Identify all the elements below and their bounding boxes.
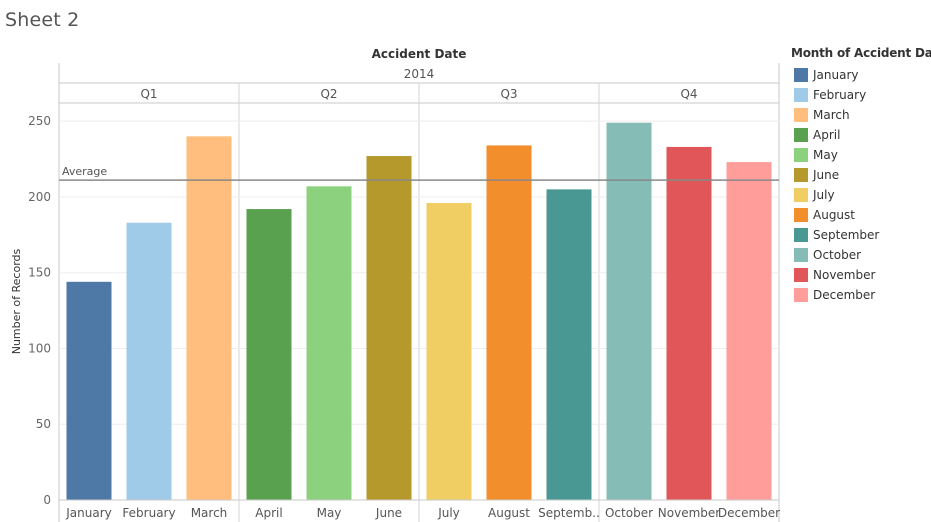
y-tick-label: 0 [43, 493, 51, 507]
x-tick-label: Septemb.. [538, 506, 600, 520]
legend-swatch [794, 108, 808, 122]
bar-october [606, 122, 652, 500]
quarter-label: Q1 [140, 87, 157, 101]
legend-swatch [794, 268, 808, 282]
legend-label: April [813, 128, 841, 142]
legend-items: January February March April May June July Augu… [791, 65, 931, 305]
bar-february [126, 222, 172, 500]
legend-label: November [813, 268, 876, 282]
bar-may [306, 186, 352, 500]
y-tick-label: 100 [28, 341, 51, 355]
legend-label: August [813, 208, 855, 222]
legend-swatch [794, 228, 808, 242]
quarter-label: Q3 [500, 87, 517, 101]
x-tick-label: May [317, 506, 342, 520]
bar-january [66, 281, 112, 500]
legend-item[interactable]: October [791, 245, 931, 265]
legend[interactable]: Month of Accident Date January February Ma… [791, 46, 931, 305]
legend-label: February [813, 88, 867, 102]
legend-item[interactable]: December [791, 285, 931, 305]
legend-item[interactable]: November [791, 265, 931, 285]
bar-september [546, 189, 592, 500]
quarter-label: Q2 [320, 87, 337, 101]
legend-swatch [794, 88, 808, 102]
bar-november [666, 146, 712, 500]
bar-march [186, 136, 232, 500]
y-axis-label: Number of Records [10, 248, 23, 354]
legend-item[interactable]: July [791, 185, 931, 205]
x-tick-label: April [255, 506, 282, 520]
legend-item[interactable]: June [791, 165, 931, 185]
legend-swatch [794, 68, 808, 82]
y-tick-label: 150 [28, 266, 51, 280]
legend-swatch [794, 148, 808, 162]
legend-swatch [794, 208, 808, 222]
bar-december [726, 162, 772, 501]
y-tick-label: 50 [36, 417, 51, 431]
x-tick-label: February [122, 506, 175, 520]
bar-july [426, 203, 472, 500]
bar-june [366, 156, 412, 500]
year-header: 2014 [404, 67, 435, 81]
x-tick-label: August [488, 506, 530, 520]
x-tick-label: January [65, 506, 112, 520]
legend-label: May [813, 148, 838, 162]
legend-item[interactable]: February [791, 85, 931, 105]
legend-label: October [813, 248, 862, 262]
x-tick-label: December [718, 506, 780, 520]
bar-april [246, 209, 292, 500]
y-tick-label: 250 [28, 114, 51, 128]
average-label: Average [62, 165, 107, 178]
sheet-title: Sheet 2 [5, 9, 80, 31]
legend-item[interactable]: August [791, 205, 931, 225]
legend-item[interactable]: January [791, 65, 931, 85]
column-header: Accident Date [372, 47, 467, 61]
legend-swatch [794, 188, 808, 202]
legend-label: March [813, 108, 850, 122]
legend-title: Month of Accident Date [791, 46, 931, 60]
x-tick-label: March [191, 506, 228, 520]
legend-label: June [813, 168, 840, 182]
legend-swatch [794, 128, 808, 142]
x-tick-label: October [605, 506, 653, 520]
legend-label: December [813, 288, 876, 302]
legend-swatch [794, 168, 808, 182]
legend-label: July [813, 188, 835, 202]
y-tick-label: 200 [28, 190, 51, 204]
x-tick-label: June [375, 506, 402, 520]
legend-swatch [794, 248, 808, 262]
legend-label: September [813, 228, 880, 242]
legend-item[interactable]: March [791, 105, 931, 125]
legend-item[interactable]: September [791, 225, 931, 245]
legend-swatch [794, 288, 808, 302]
legend-item[interactable]: May [791, 145, 931, 165]
legend-label: January [813, 68, 859, 82]
legend-item[interactable]: April [791, 125, 931, 145]
quarter-label: Q4 [680, 87, 697, 101]
x-tick-label: July [437, 506, 460, 520]
x-tick-label: November [658, 506, 720, 520]
bar-august [486, 145, 532, 500]
